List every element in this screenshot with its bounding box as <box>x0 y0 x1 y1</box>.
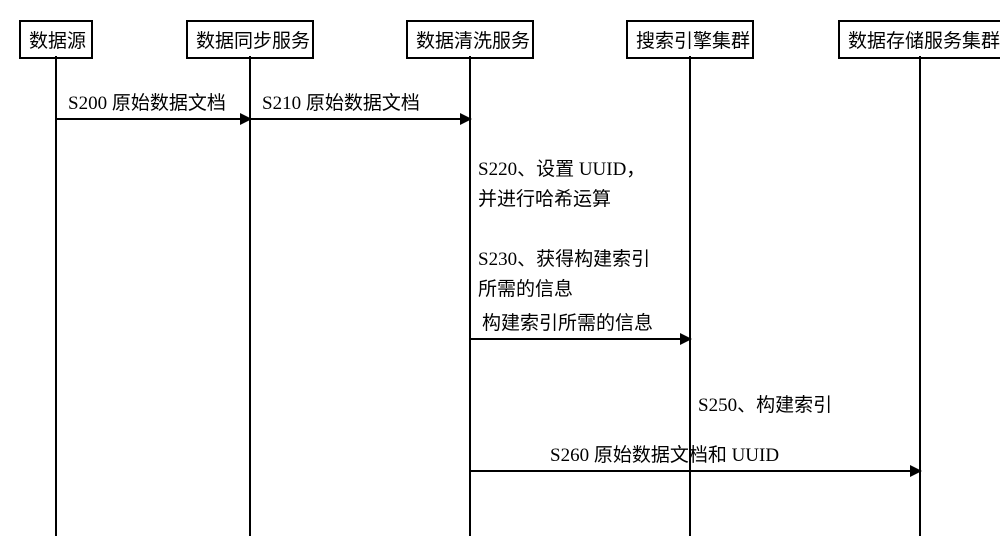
lifeline-p1 <box>55 56 57 536</box>
participant-p4: 搜索引擎集群 <box>626 20 754 59</box>
message-label-m200: S200 原始数据文档 <box>68 88 226 115</box>
message-label-m260: S260 原始数据文档和 UUID <box>550 440 779 467</box>
self-label-1-0: S250、构建索引 <box>698 390 832 417</box>
message-label-m240: 构建索引所需的信息 <box>482 308 653 335</box>
participant-p5: 数据存储服务集群 <box>838 20 1000 59</box>
self-label-0-2: S230、获得构建索引 <box>478 244 650 271</box>
participant-p2: 数据同步服务 <box>186 20 314 59</box>
self-activity-0 <box>469 118 471 300</box>
self-label-0-0: S220、设置 UUID， <box>478 154 645 181</box>
lifeline-p5 <box>919 56 921 536</box>
self-label-0-1: 并进行哈希运算 <box>478 184 611 211</box>
self-activity-1 <box>689 338 691 430</box>
message-m260 <box>470 470 920 472</box>
lifeline-p2 <box>249 56 251 536</box>
message-m200 <box>56 118 250 120</box>
participant-p1: 数据源 <box>19 20 93 59</box>
message-label-m210: S210 原始数据文档 <box>262 88 420 115</box>
message-m210 <box>250 118 470 120</box>
self-label-0-3: 所需的信息 <box>478 274 573 301</box>
message-m240 <box>470 338 690 340</box>
participant-p3: 数据清洗服务 <box>406 20 534 59</box>
sequence-diagram: 数据源 数据同步服务 数据清洗服务 搜索引擎集群 数据存储服务集群 S200 原始数据文档… <box>0 0 1000 554</box>
